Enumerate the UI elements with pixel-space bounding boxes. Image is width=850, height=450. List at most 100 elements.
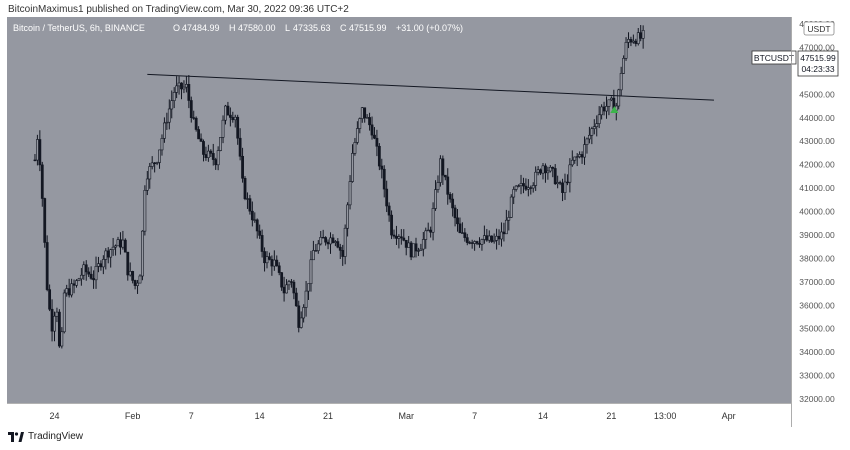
candle-body <box>177 82 181 87</box>
candle-body <box>343 227 347 257</box>
candle-body <box>600 106 604 116</box>
candle-body <box>431 208 435 233</box>
candle-body <box>502 231 506 235</box>
x-ticks-group: 24 Feb 7 14 21 Mar 7 14 21 13:00 Apr <box>49 411 735 421</box>
candle-body <box>429 229 433 233</box>
x-tick-label: 7 <box>472 411 477 421</box>
candle-body <box>226 105 230 116</box>
candle-body <box>155 162 159 164</box>
candle-body <box>77 278 81 281</box>
candle-body <box>70 283 73 296</box>
countdown-label: 04:23:33 <box>801 64 834 74</box>
y-tick-label: 32000.00 <box>799 394 835 404</box>
candle-body <box>75 280 78 286</box>
candle-body <box>414 243 418 252</box>
x-tick-label: 24 <box>49 411 59 421</box>
candle-body <box>519 183 523 187</box>
candle-body <box>607 99 611 107</box>
candle-body <box>409 242 413 258</box>
candle-body <box>451 198 455 209</box>
candle-body <box>202 141 205 155</box>
candle-body <box>336 241 340 248</box>
candle-body <box>184 84 188 88</box>
y-tick-label: 44000.00 <box>799 113 835 123</box>
candle-body <box>260 235 264 252</box>
candle-body <box>570 159 574 166</box>
candle-body <box>314 250 318 252</box>
candle-body <box>351 153 354 182</box>
price-chart[interactable]: 48000.0047000.0046000.0045000.0044000.00… <box>7 17 843 427</box>
candle-body <box>153 162 157 164</box>
candle-body <box>566 181 569 184</box>
candle-body <box>397 236 401 239</box>
candle-body <box>597 114 601 124</box>
candle-body <box>627 39 630 43</box>
time-axis[interactable] <box>7 403 791 427</box>
tradingview-footer[interactable]: TradingView <box>8 431 83 442</box>
candle-body <box>265 256 269 264</box>
candle-body <box>277 265 281 273</box>
candle-body <box>358 118 362 129</box>
candle-body <box>426 229 430 232</box>
candle-body <box>470 242 474 244</box>
candle-body <box>123 239 127 253</box>
candle-body <box>55 311 59 317</box>
candle-body <box>639 32 643 39</box>
candle-body <box>280 272 284 288</box>
candle-body <box>634 40 638 44</box>
candle-body <box>38 139 42 166</box>
candle-body <box>145 178 149 191</box>
candle-body <box>463 232 467 238</box>
symbol-badge <box>751 50 797 65</box>
candle-body <box>592 126 596 129</box>
candle-body <box>419 248 423 251</box>
candle-body <box>319 236 323 245</box>
candle-body <box>60 331 64 347</box>
candle-body <box>263 251 266 264</box>
candle-body <box>206 150 210 158</box>
candle-body <box>97 263 100 267</box>
y-tick-label: 39000.00 <box>799 230 835 240</box>
candle-body <box>172 92 176 101</box>
candle-body <box>309 259 313 285</box>
chart-svg[interactable]: 48000.0047000.0046000.0045000.0044000.00… <box>7 17 843 427</box>
candle-body <box>87 271 91 275</box>
candle-body <box>111 246 115 250</box>
candle-body <box>341 250 345 257</box>
candle-body <box>482 235 486 240</box>
candle-body <box>255 219 259 232</box>
candle-body <box>480 239 484 245</box>
candle-body <box>312 250 315 261</box>
resistance-trendline[interactable] <box>147 73 714 101</box>
currency-badge[interactable] <box>803 21 835 36</box>
candle-body <box>150 162 154 167</box>
candle-body <box>224 105 227 121</box>
candle-body <box>148 166 152 180</box>
candle-body <box>492 240 496 242</box>
candle-body <box>182 86 186 90</box>
candle-body <box>131 271 135 281</box>
candle-body <box>121 239 125 248</box>
y-tick-label: 33000.00 <box>799 371 835 381</box>
x-tick-label: Apr <box>722 411 736 421</box>
candle-body <box>321 236 325 239</box>
candle-body <box>194 117 198 130</box>
candle-body <box>214 159 218 166</box>
candle-body <box>163 122 166 139</box>
candle-body <box>487 235 491 241</box>
price-axis[interactable] <box>791 17 843 427</box>
candle-body <box>605 106 608 112</box>
plot-area[interactable] <box>7 17 791 403</box>
candle-body <box>443 174 447 178</box>
candle-body <box>253 219 257 221</box>
candle-body <box>246 198 249 200</box>
candle-body <box>558 182 562 184</box>
x-tick-label: 13:00 <box>654 411 677 421</box>
candle-body <box>50 308 54 332</box>
candle-body <box>48 289 52 310</box>
candle-body <box>387 205 391 216</box>
chart-title: Bitcoin / TetherUS, 6h, BINANCE <box>13 23 145 33</box>
candle-body <box>485 235 489 241</box>
candle-body <box>116 239 120 247</box>
candle-body <box>539 169 542 174</box>
